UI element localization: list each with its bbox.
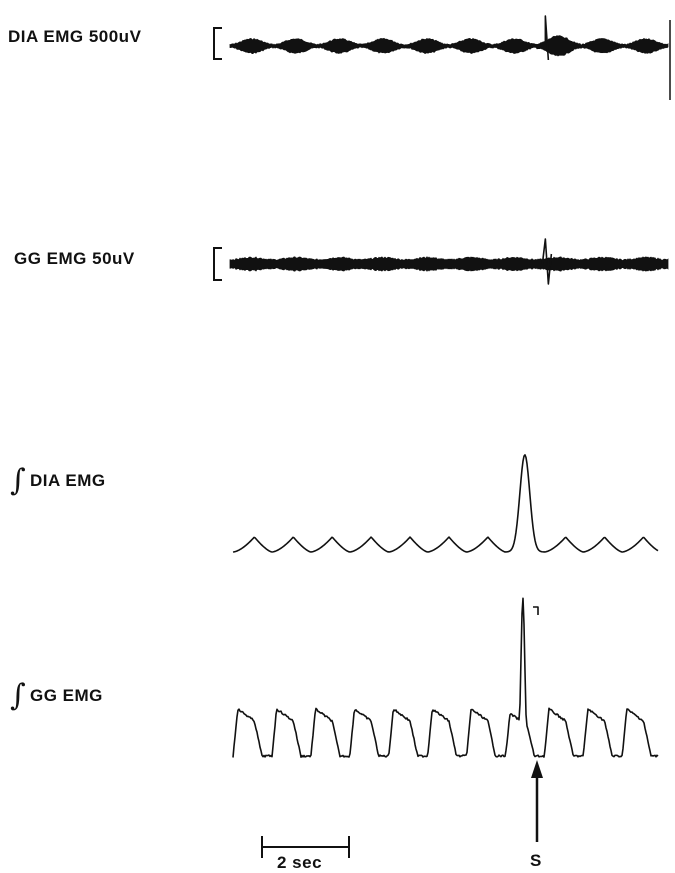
dia-scale-bracket <box>213 27 222 60</box>
gg-scale-bracket <box>213 247 222 281</box>
stimulus-arrow-head <box>531 760 543 778</box>
dia-raw-trace <box>229 15 671 100</box>
dia-emg-label: DIA EMG 500uV <box>8 27 142 46</box>
dia-integrated-line <box>232 454 659 553</box>
stimulus-marker: S <box>530 760 543 870</box>
gg-integrated-offscale-mark <box>533 606 539 615</box>
integral-gg-symbol: ∫ <box>10 678 26 713</box>
integral-dia-symbol: ∫ <box>10 463 26 498</box>
stimulus-label: S <box>530 851 542 870</box>
gg-raw-trace <box>229 238 669 285</box>
integrated-dia-label: DIA EMG <box>30 471 106 490</box>
gg-raw-envelope <box>229 256 669 272</box>
gg-emg-label: GG EMG 50uV <box>14 249 135 268</box>
integrated-gg-label: GG EMG <box>30 686 103 705</box>
dia-integrated-trace <box>232 454 659 553</box>
time-scale-label: 2 sec <box>277 853 322 872</box>
gg-integrated-trace <box>232 597 659 758</box>
dia-raw-stim-spike <box>544 15 550 61</box>
time-scale-bar: 2 sec <box>261 836 350 872</box>
dia-raw-envelope <box>229 35 669 57</box>
gg-integrated-line <box>232 597 659 758</box>
gg-raw-stim-artifact <box>541 238 553 285</box>
